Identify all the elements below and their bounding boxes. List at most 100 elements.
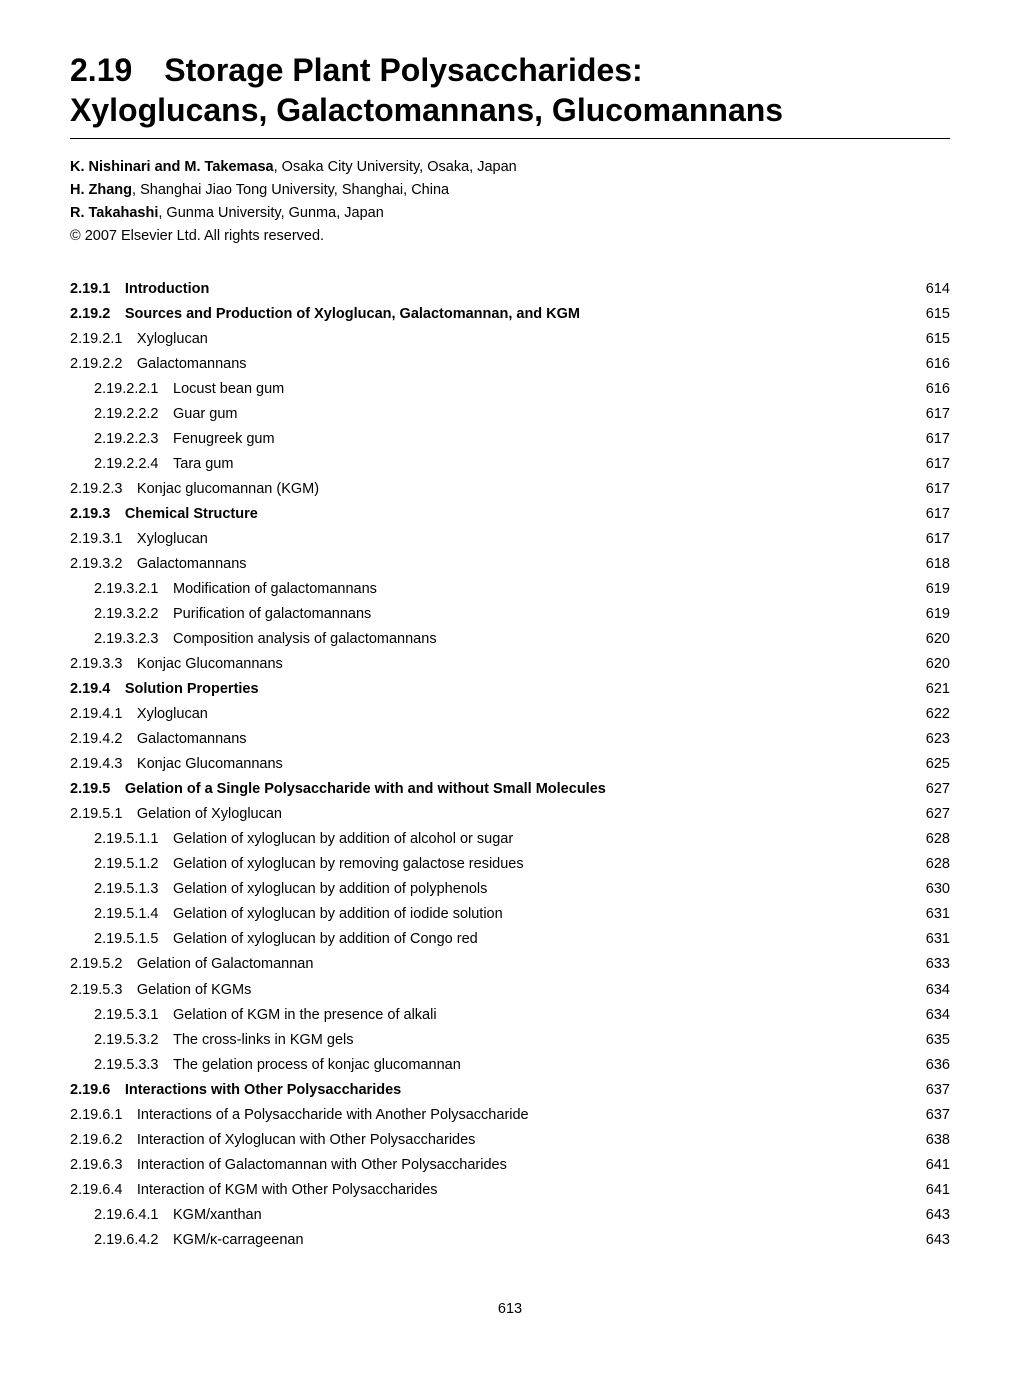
toc-page-number: 643 <box>926 1230 950 1251</box>
toc-page-number: 616 <box>926 379 950 400</box>
toc-row: 2.19.5.3.2 The cross-links in KGM gels63… <box>70 1030 950 1051</box>
author-affil: , Gunma University, Gunma, Japan <box>158 205 383 221</box>
toc-label: 2.19.5.1.2 Gelation of xyloglucan by rem… <box>70 854 926 875</box>
title-rule <box>70 138 950 139</box>
toc-page-number: 634 <box>926 1005 950 1026</box>
toc-label: 2.19.2 Sources and Production of Xyloglu… <box>70 304 926 325</box>
toc-row: 2.19.3.2.1 Modification of galactomannan… <box>70 579 950 600</box>
toc-page-number: 618 <box>926 554 950 575</box>
toc-label: 2.19.6.1 Interactions of a Polysaccharid… <box>70 1105 926 1126</box>
toc-page-number: 633 <box>926 954 950 975</box>
toc-label: 2.19.5.2 Gelation of Galactomannan <box>70 954 926 975</box>
toc-row: 2.19.2 Sources and Production of Xyloglu… <box>70 304 950 325</box>
toc-label: 2.19.2.1 Xyloglucan <box>70 329 926 350</box>
toc-page-number: 617 <box>926 454 950 475</box>
toc-page-number: 641 <box>926 1180 950 1201</box>
toc-page-number: 631 <box>926 904 950 925</box>
toc-label: 2.19.2.2.3 Fenugreek gum <box>70 429 926 450</box>
toc-label: 2.19.1 Introduction <box>70 279 926 300</box>
toc-row: 2.19.1 Introduction614 <box>70 279 950 300</box>
author-name: R. Takahashi <box>70 205 158 221</box>
page-container: 2.19 Storage Plant Polysaccharides: Xylo… <box>0 0 1020 1357</box>
author-affil: , Osaka City University, Osaka, Japan <box>274 159 517 175</box>
toc-page-number: 631 <box>926 929 950 950</box>
toc-row: 2.19.6.3 Interaction of Galactomannan wi… <box>70 1155 950 1176</box>
toc-page-number: 623 <box>926 729 950 750</box>
toc-row: 2.19.5.1.4 Gelation of xyloglucan by add… <box>70 904 950 925</box>
toc-row: 2.19.3 Chemical Structure617 <box>70 504 950 525</box>
toc-page-number: 615 <box>926 329 950 350</box>
author-affil: , Shanghai Jiao Tong University, Shangha… <box>132 182 449 198</box>
toc-label: 2.19.5.3 Gelation of KGMs <box>70 980 926 1001</box>
toc-label: 2.19.2.2.1 Locust bean gum <box>70 379 926 400</box>
toc-label: 2.19.4.2 Galactomannans <box>70 729 926 750</box>
toc-label: 2.19.3.2.3 Composition analysis of galac… <box>70 629 926 650</box>
toc-row: 2.19.6.4.2 KGM/κ-carrageenan643 <box>70 1230 950 1251</box>
toc-page-number: 634 <box>926 980 950 1001</box>
author-name: H. Zhang <box>70 182 132 198</box>
toc-page-number: 637 <box>926 1105 950 1126</box>
toc-page-number: 638 <box>926 1130 950 1151</box>
chapter-title: 2.19 Storage Plant Polysaccharides: Xylo… <box>70 50 950 130</box>
toc-row: 2.19.6.4 Interaction of KGM with Other P… <box>70 1180 950 1201</box>
copyright-line: © 2007 Elsevier Ltd. All rights reserved… <box>70 226 950 247</box>
toc-page-number: 627 <box>926 779 950 800</box>
toc-page-number: 615 <box>926 304 950 325</box>
toc-row: 2.19.3.3 Konjac Glucomannans620 <box>70 654 950 675</box>
toc-page-number: 622 <box>926 704 950 725</box>
toc-label: 2.19.3.2.2 Purification of galactomannan… <box>70 604 926 625</box>
toc-page-number: 635 <box>926 1030 950 1051</box>
toc-label: 2.19.2.2 Galactomannans <box>70 354 926 375</box>
toc-row: 2.19.4 Solution Properties621 <box>70 679 950 700</box>
toc-row: 2.19.5.3.3 The gelation process of konja… <box>70 1055 950 1076</box>
toc-page-number: 636 <box>926 1055 950 1076</box>
title-line-2: Xyloglucans, Galactomannans, Glucomannan… <box>70 92 783 128</box>
toc-label: 2.19.5.3.1 Gelation of KGM in the presen… <box>70 1005 926 1026</box>
toc-row: 2.19.6.2 Interaction of Xyloglucan with … <box>70 1130 950 1151</box>
toc-page-number: 628 <box>926 829 950 850</box>
toc-row: 2.19.5.2 Gelation of Galactomannan633 <box>70 954 950 975</box>
toc-label: 2.19.3 Chemical Structure <box>70 504 926 525</box>
toc-label: 2.19.5.1.3 Gelation of xyloglucan by add… <box>70 879 926 900</box>
toc-row: 2.19.5.1.1 Gelation of xyloglucan by add… <box>70 829 950 850</box>
author-line: K. Nishinari and M. Takemasa, Osaka City… <box>70 157 950 178</box>
toc-row: 2.19.2.2 Galactomannans616 <box>70 354 950 375</box>
toc-label: 2.19.3.1 Xyloglucan <box>70 529 926 550</box>
toc-page-number: 628 <box>926 854 950 875</box>
toc-row: 2.19.4.3 Konjac Glucomannans625 <box>70 754 950 775</box>
toc-page-number: 621 <box>926 679 950 700</box>
toc-row: 2.19.2.2.1 Locust bean gum616 <box>70 379 950 400</box>
toc-page-number: 620 <box>926 629 950 650</box>
toc-row: 2.19.6 Interactions with Other Polysacch… <box>70 1080 950 1101</box>
toc-row: 2.19.6.1 Interactions of a Polysaccharid… <box>70 1105 950 1126</box>
toc-page-number: 616 <box>926 354 950 375</box>
toc-row: 2.19.5.1.3 Gelation of xyloglucan by add… <box>70 879 950 900</box>
toc-label: 2.19.4.3 Konjac Glucomannans <box>70 754 926 775</box>
toc-label: 2.19.4.1 Xyloglucan <box>70 704 926 725</box>
author-line: R. Takahashi, Gunma University, Gunma, J… <box>70 203 950 224</box>
toc-label: 2.19.2.3 Konjac glucomannan (KGM) <box>70 479 926 500</box>
toc-page-number: 637 <box>926 1080 950 1101</box>
footer-page-number: 613 <box>70 1301 950 1317</box>
toc-row: 2.19.4.2 Galactomannans623 <box>70 729 950 750</box>
toc-label: 2.19.5.3.3 The gelation process of konja… <box>70 1055 926 1076</box>
toc-row: 2.19.3.2.2 Purification of galactomannan… <box>70 604 950 625</box>
toc-row: 2.19.3.2 Galactomannans618 <box>70 554 950 575</box>
toc-label: 2.19.2.2.2 Guar gum <box>70 404 926 425</box>
toc-row: 2.19.2.2.4 Tara gum617 <box>70 454 950 475</box>
toc-label: 2.19.6.3 Interaction of Galactomannan wi… <box>70 1155 926 1176</box>
toc-page-number: 643 <box>926 1205 950 1226</box>
toc-label: 2.19.4 Solution Properties <box>70 679 926 700</box>
title-line-1: 2.19 Storage Plant Polysaccharides: <box>70 52 643 88</box>
toc-label: 2.19.5 Gelation of a Single Polysacchari… <box>70 779 926 800</box>
toc-row: 2.19.6.4.1 KGM/xanthan643 <box>70 1205 950 1226</box>
toc-label: 2.19.6.4.1 KGM/xanthan <box>70 1205 926 1226</box>
toc-label: 2.19.3.2.1 Modification of galactomannan… <box>70 579 926 600</box>
toc-page-number: 617 <box>926 504 950 525</box>
toc-page-number: 617 <box>926 529 950 550</box>
toc-page-number: 619 <box>926 604 950 625</box>
toc-label: 2.19.5.1.5 Gelation of xyloglucan by add… <box>70 929 926 950</box>
author-line: H. Zhang, Shanghai Jiao Tong University,… <box>70 180 950 201</box>
toc-page-number: 619 <box>926 579 950 600</box>
toc-label: 2.19.6 Interactions with Other Polysacch… <box>70 1080 926 1101</box>
